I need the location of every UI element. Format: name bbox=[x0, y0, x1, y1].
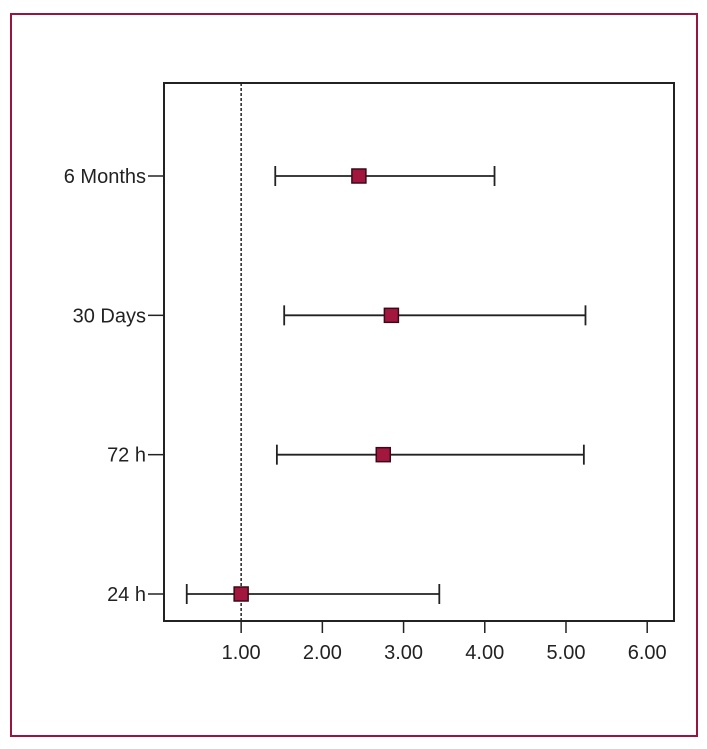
x-tick-label: 2.00 bbox=[303, 642, 342, 664]
estimate-marker bbox=[233, 586, 249, 602]
y-tick-label: 30 Days bbox=[73, 305, 146, 327]
y-tick-label: 24 h bbox=[107, 584, 146, 606]
x-tick-label: 4.00 bbox=[465, 642, 504, 664]
estimate-marker bbox=[383, 307, 400, 324]
x-tick-label: 1.00 bbox=[222, 642, 261, 664]
y-tick-label: 6 Months bbox=[64, 166, 146, 188]
x-tick-label: 5.00 bbox=[547, 642, 586, 664]
estimate-marker bbox=[351, 168, 367, 184]
figure-frame bbox=[10, 13, 698, 737]
x-tick-label: 3.00 bbox=[384, 642, 423, 664]
plot-area bbox=[163, 82, 675, 622]
forest-marks bbox=[185, 166, 587, 604]
x-tick-label: 6.00 bbox=[628, 642, 667, 664]
y-tick-label: 72 h bbox=[107, 445, 146, 467]
estimate-marker bbox=[375, 446, 392, 463]
